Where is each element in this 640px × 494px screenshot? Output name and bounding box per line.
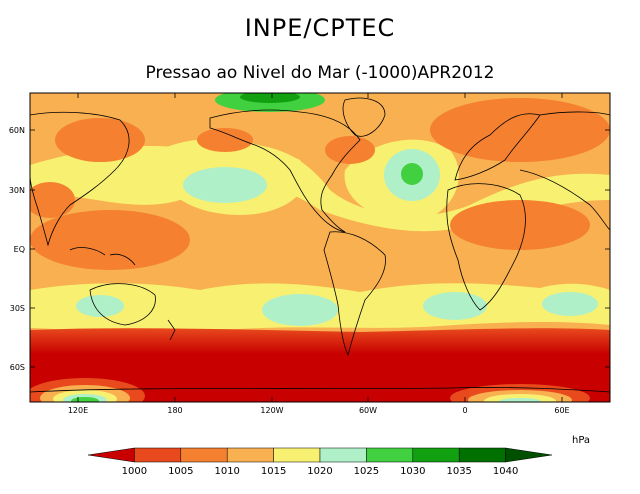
colorbar-arrow-low — [87, 447, 135, 463]
colorbar-level-label: 1020 — [307, 466, 332, 477]
lat-tick-label: 60S — [10, 363, 25, 372]
lat-tick-label: 30N — [9, 186, 25, 195]
page-title: INPE/CPTEC — [244, 14, 396, 42]
colorbar-arrow-high — [505, 447, 553, 463]
colorbar-swatch — [458, 447, 506, 463]
colorbar-level-label: 1015 — [261, 466, 286, 477]
coastlines — [30, 97, 610, 393]
lat-tick-label: 30S — [10, 304, 25, 313]
axis-ticks — [30, 93, 610, 402]
lat-tick-label: EQ — [14, 245, 25, 254]
colorbar-swatch — [319, 447, 367, 463]
lon-tick-label: 0 — [462, 406, 467, 415]
colorbar-swatch — [366, 447, 414, 463]
colorbar-level-label: 1000 — [122, 466, 147, 477]
colorbar-swatch — [134, 447, 182, 463]
colorbar-level-label: 1040 — [493, 466, 518, 477]
colorbar-swatch — [226, 447, 274, 463]
lon-tick-label: 60W — [359, 406, 377, 415]
colorbar-unit: hPa — [572, 435, 590, 446]
colorbar-level-label: 1010 — [214, 466, 239, 477]
colorbar-swatch — [412, 447, 460, 463]
lon-tick-label: 120E — [68, 406, 88, 415]
colorbar-swatch — [180, 447, 228, 463]
lon-tick-label: 120W — [260, 406, 283, 415]
map-subtitle: Pressao ao Nivel do Mar (-1000)APR2012 — [145, 63, 495, 83]
lon-tick-label: 60E — [554, 406, 569, 415]
colorbar-level-label: 1035 — [446, 466, 471, 477]
pressure-field — [30, 93, 610, 402]
lat-tick-label: 60N — [9, 126, 25, 135]
colorbar: 1000 1005 1010 1015 1020 1025 1030 1035 1040 — [87, 447, 553, 477]
colorbar-level-label: 1030 — [400, 466, 425, 477]
colorbar-level-label: 1025 — [354, 466, 379, 477]
colorbar-swatch — [273, 447, 321, 463]
colorbar-level-label: 1005 — [168, 466, 193, 477]
lon-tick-label: 180 — [167, 406, 182, 415]
map-frame — [29, 92, 611, 403]
